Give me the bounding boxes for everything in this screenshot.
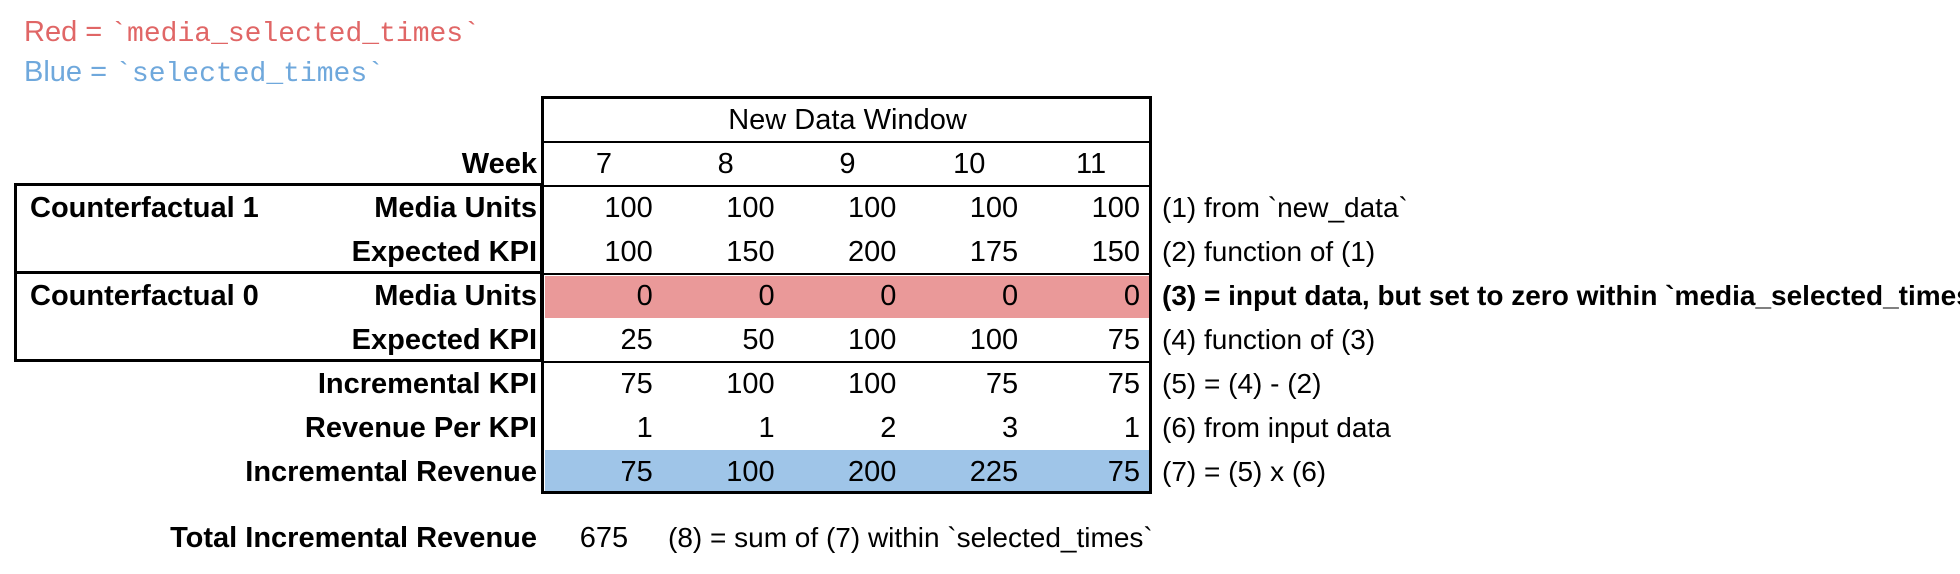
week-cell: 11 (1076, 148, 1107, 180)
row-values: 1 1 2 3 1 (543, 406, 1152, 450)
cf0-bottom-divider-line (543, 361, 1152, 363)
table-cell: 100 (848, 324, 897, 356)
row-annotation: (1) from `new_data` (1162, 192, 1408, 223)
week-cell: 7 (595, 148, 612, 180)
legend-blue-label: Blue = (24, 56, 116, 88)
cf0-top-divider-line (543, 273, 1152, 275)
table-cell: 75 (620, 368, 653, 400)
week-row-label: Week (461, 148, 537, 180)
week-values: 7 8 9 10 11 (543, 142, 1152, 186)
row-label: Media Units (374, 192, 537, 224)
table-cell: 25 (620, 324, 653, 356)
row-annotation: (6) from input data (1162, 412, 1391, 443)
group-label-counterfactual-0: Counterfactual 0 (30, 280, 259, 312)
table-cell: 75 (1107, 456, 1140, 488)
total-value: 675 (579, 522, 629, 554)
table-cell: 100 (848, 192, 897, 224)
table-row-media-units-cf1: Counterfactual 1 Media Units 100 100 100… (0, 186, 1960, 230)
row-values: 100 100 100 100 100 (543, 186, 1152, 230)
table-cell: 100 (1091, 192, 1140, 224)
legend-red-line: Red = `media_selected_times` (24, 12, 480, 52)
table-cell: 100 (604, 236, 653, 268)
total-annotation: (8) = sum of (7) within `selected_times` (668, 522, 1153, 553)
data-window-border-box (541, 96, 1152, 494)
table-cell: 2 (880, 412, 897, 444)
table-cell: 100 (604, 192, 653, 224)
legend-red-code: `media_selected_times` (110, 19, 480, 50)
row-annotation: (4) function of (3) (1162, 324, 1376, 355)
table-cell: 75 (620, 456, 653, 488)
table-cell: 100 (848, 368, 897, 400)
row-label: Incremental KPI (317, 368, 537, 400)
table-cell: 1 (758, 412, 775, 444)
row-annotation: (5) = (4) - (2) (1162, 368, 1322, 399)
legend-blue-line: Blue = `selected_times` (24, 52, 384, 92)
blue-highlight-fill (545, 450, 1149, 491)
legend-red-label: Red = (24, 16, 111, 48)
table-cell: 75 (1107, 368, 1140, 400)
table-row-expected-kpi-cf1: Expected KPI 100 150 200 175 150 (2) fun… (0, 230, 1960, 274)
counterfactual-0-border-box (14, 271, 543, 362)
total-label: Total Incremental Revenue (170, 522, 537, 554)
table-cell: 3 (1002, 412, 1019, 444)
table-cell: 0 (880, 280, 897, 312)
row-label: Incremental Revenue (245, 456, 537, 488)
table-cell: 50 (742, 324, 775, 356)
table-cell: 1 (1123, 412, 1140, 444)
group-label-counterfactual-1: Counterfactual 1 (30, 192, 259, 224)
total-row: Total Incremental Revenue 675 (8) = sum … (0, 516, 1960, 560)
table-cell: 175 (969, 236, 1019, 268)
row-label: Revenue Per KPI (304, 412, 537, 444)
table-row-revenue-per-kpi: Revenue Per KPI 1 1 2 3 1 (6) from input… (0, 406, 1960, 450)
week-cell: 9 (839, 148, 856, 180)
table-cell: 100 (969, 192, 1019, 224)
table-cell: 1 (636, 412, 653, 444)
table-row-expected-kpi-cf0: Expected KPI 25 50 100 100 75 (4) functi… (0, 318, 1960, 362)
legend-blue-code: `selected_times` (115, 59, 384, 90)
row-values: 75 100 100 75 75 (543, 362, 1152, 406)
table-cell: 0 (636, 280, 653, 312)
row-label: Media Units (374, 280, 537, 312)
table-cell: 200 (848, 236, 897, 268)
row-values: 100 150 200 175 150 (543, 230, 1152, 274)
week-divider-line (543, 185, 1152, 187)
table-cell: 150 (726, 236, 775, 268)
table-cell: 150 (1091, 236, 1140, 268)
table-header-row: New Data Window (0, 98, 1960, 142)
row-annotation: (2) function of (1) (1162, 236, 1376, 267)
week-cell: 8 (717, 148, 734, 180)
row-annotation: (7) = (5) x (6) (1162, 456, 1327, 487)
week-cell: 10 (953, 148, 986, 180)
table-cell: 100 (969, 324, 1019, 356)
header-divider-line (543, 141, 1152, 143)
row-label: Expected KPI (351, 324, 537, 356)
table-row-media-units-cf0: Counterfactual 0 Media Units 0 0 0 0 0 (… (0, 274, 1960, 318)
table-cell: 75 (1107, 324, 1140, 356)
counterfactual-1-border-box (14, 183, 543, 274)
table-cell: 200 (848, 456, 897, 488)
row-annotation: (3) = input data, but set to zero within… (1162, 280, 1960, 311)
table-row-incremental-kpi: Incremental KPI 75 100 100 75 75 (5) = (… (0, 362, 1960, 406)
table-header-title: New Data Window (728, 104, 967, 136)
table-cell: 100 (726, 368, 775, 400)
table-cell: 100 (726, 456, 775, 488)
row-values: 25 50 100 100 75 (543, 318, 1152, 362)
week-row: Week 7 8 9 10 11 (0, 142, 1960, 186)
red-highlight-fill (545, 276, 1149, 318)
table-cell: 75 (985, 368, 1019, 400)
table-cell: 225 (969, 456, 1019, 488)
table-row-incremental-revenue: Incremental Revenue 75 100 200 225 75 (7… (0, 450, 1960, 494)
row-label: Expected KPI (351, 236, 537, 268)
table-cell: 100 (726, 192, 775, 224)
row-values-red-highlighted: 0 0 0 0 0 (543, 274, 1152, 318)
table-cell: 0 (1002, 280, 1019, 312)
row-values-blue-highlighted: 75 100 200 225 75 (543, 450, 1152, 494)
table-cell: 0 (758, 280, 775, 312)
table-cell: 0 (1123, 280, 1140, 312)
